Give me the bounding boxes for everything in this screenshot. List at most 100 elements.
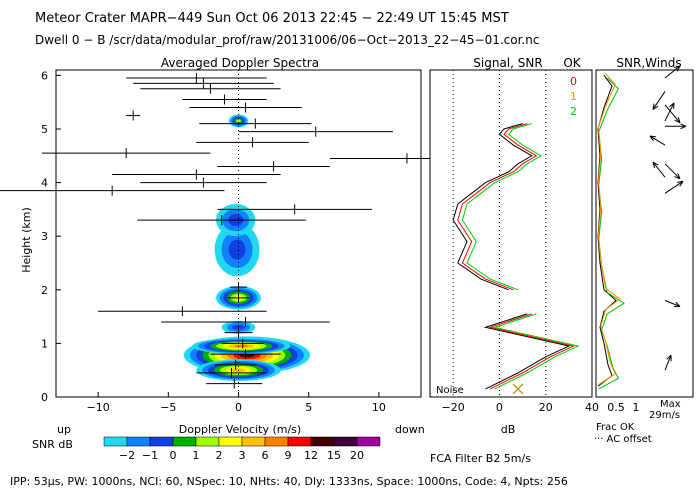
x-tick-label: 0 (235, 401, 242, 414)
snr-series-2-seg-0 (492, 313, 580, 390)
wind-arrow-10 (664, 65, 681, 79)
colorbar-swatch-8 (287, 436, 312, 447)
max-value: 29m/s (649, 410, 680, 421)
colorbar-swatch-0 (103, 436, 128, 447)
footer-params: IPP: 53μs, PW: 1000ns, NCI: 60, NSpec: 1… (10, 475, 568, 488)
colorbar-swatch-10 (333, 436, 358, 447)
frac-tick-1: 1 (633, 401, 640, 414)
ac-offset-text: AC offset (607, 434, 652, 445)
wind-arrowhead-7 (669, 102, 675, 109)
wind-arrow-5 (649, 135, 666, 146)
legend-entry-1: 1 (570, 90, 577, 103)
winds-panel-frame (595, 69, 694, 398)
x-tick-label: 5 (305, 401, 312, 414)
ac-offset-label: ··· AC offset (594, 434, 652, 445)
colorbar-swatch-4 (195, 436, 220, 447)
wind-arrowhead-2 (677, 180, 684, 187)
colorbar: −2 −1 0 1 2 3 6 9 12 15 20 (103, 436, 381, 462)
heat-contour-4-2 (228, 239, 246, 260)
colorbar-tick-1: −1 (142, 449, 158, 462)
y-tick-label: 1 (41, 337, 48, 350)
doppler-axes: −10 −5 0 5 10 0 1 2 3 4 5 6 (41, 69, 386, 414)
frac-ok-line (597, 75, 617, 387)
wind-arrow-8 (664, 104, 681, 124)
wind-arrowhead-8 (674, 116, 681, 124)
snr-series-0-seg-0 (483, 313, 571, 390)
frac-tick-0: 0.5 (607, 401, 625, 414)
y-tick-label: 3 (41, 230, 48, 243)
snr-series-2-seg-1 (461, 123, 543, 291)
wind-arrow-9 (652, 91, 666, 110)
wind-arrowhead-9 (652, 103, 659, 110)
snr-panel-frame (429, 69, 593, 398)
y-tick-label: 6 (41, 69, 48, 82)
snr-tick-1: 0 (496, 401, 503, 414)
doppler-ylabel: Height (km) (20, 207, 33, 273)
snr-legend-title: OK (563, 56, 581, 70)
y-tick-label: 2 (41, 284, 48, 297)
colorbar-tick-7: 9 (285, 449, 292, 462)
colorbar-tick-6: 6 (262, 449, 269, 462)
snr-series-0-seg-1 (452, 123, 533, 291)
colorbar-swatch-2 (149, 436, 174, 447)
snr-tick-3: 40 (585, 401, 599, 414)
wind-arrowhead-10 (674, 65, 681, 72)
colorbar-tick-0: −2 (119, 449, 135, 462)
x-tick-label: 10 (372, 401, 386, 414)
winds-panel-title: SNR,Winds (616, 56, 681, 70)
noise-marker (512, 383, 524, 395)
snr-panel: −20 0 20 40 (442, 70, 599, 414)
snr-panel-title: Signal, SNR (473, 56, 542, 70)
wind-arrow-4 (664, 163, 681, 180)
doppler-panel-title: Averaged Doppler Spectra (161, 56, 319, 70)
colorbar-swatch-6 (241, 436, 266, 447)
colorbar-swatch-1 (126, 436, 151, 447)
colorbar-swatch-9 (310, 436, 335, 447)
wind-arrow-3 (652, 161, 666, 178)
legend-entry-2: 2 (570, 105, 577, 118)
wind-arrow-0 (664, 355, 672, 371)
colorbar-tick-5: 3 (239, 449, 246, 462)
wind-arrow-1 (664, 300, 681, 307)
wind-arrowhead-4 (674, 173, 681, 180)
legend-entry-0: 0 (570, 75, 577, 88)
max-label: Max (660, 399, 681, 410)
filter-note: FCA Filter B2 5m/s (430, 452, 531, 465)
frac-ok-label: Frac OK (596, 422, 635, 433)
colorbar-tick-2: 0 (170, 449, 177, 462)
winds-panel: 0.5 1 (597, 65, 687, 414)
wind-arrowhead-0 (666, 354, 672, 362)
wind-arrow-7 (664, 102, 675, 122)
heat-contour-6-2 (232, 324, 245, 330)
colorbar-swatch-3 (172, 436, 197, 447)
colorbar-swatch-5 (218, 436, 243, 447)
header-title: Meteor Crater MAPR−449 Sun Oct 06 2013 2… (35, 11, 509, 26)
snr-xlabel: dB (501, 423, 516, 436)
y-tick-label: 0 (41, 391, 48, 404)
wind-arrowhead-1 (673, 301, 681, 308)
y-tick-label: 5 (41, 123, 48, 136)
snr-tick-2: 20 (539, 401, 553, 414)
wind-arrowhead-3 (652, 161, 659, 169)
doppler-moments (0, 73, 485, 389)
x-tick-label: −5 (160, 401, 176, 414)
colorbar-tick-8: 12 (304, 449, 318, 462)
header-path: Dwell 0 − B /scr/data/modular_prof/raw/2… (35, 33, 539, 47)
colorbar-swatch-7 (264, 436, 289, 447)
snr-series-1-seg-0 (488, 313, 576, 390)
wind-arrow-2 (664, 180, 684, 194)
colorbar-swatch-11 (356, 436, 381, 447)
snr-tick-0: −20 (442, 401, 465, 414)
doppler-down-note: down (395, 423, 425, 436)
y-tick-label: 4 (41, 177, 48, 190)
noise-label: Noise (436, 385, 464, 396)
doppler-up-note: up (57, 423, 71, 436)
colorbar-tick-10: 20 (350, 449, 364, 462)
wind-arrowhead-5 (649, 135, 657, 142)
heat-contour-7-4 (236, 119, 241, 123)
colorbar-tick-3: 1 (193, 449, 200, 462)
frac-ok-line-1 (597, 73, 621, 386)
heat-contour-1-7 (234, 344, 249, 348)
snr-series-1-seg-1 (457, 123, 538, 291)
